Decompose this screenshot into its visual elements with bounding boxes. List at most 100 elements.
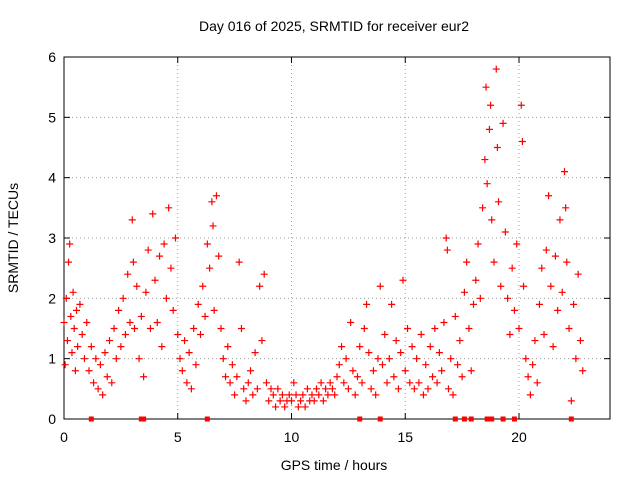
data-point	[347, 318, 355, 326]
data-point	[379, 361, 386, 369]
axis-marker	[377, 416, 383, 422]
data-point	[219, 355, 227, 363]
data-point	[158, 343, 166, 351]
data-point	[315, 391, 323, 399]
data-point	[288, 397, 295, 405]
data-point	[117, 343, 125, 351]
data-point	[281, 403, 289, 411]
data-point	[558, 288, 566, 296]
data-point	[209, 222, 217, 230]
data-point	[365, 349, 373, 357]
data-point	[171, 234, 179, 242]
data-point	[297, 397, 305, 405]
data-point	[144, 246, 152, 254]
data-point	[579, 367, 587, 375]
data-point	[151, 276, 159, 284]
data-point	[119, 294, 127, 302]
data-point	[169, 306, 177, 314]
data-point	[358, 379, 366, 387]
data-point	[556, 216, 564, 224]
data-point	[187, 385, 195, 393]
data-point	[96, 361, 104, 369]
data-point	[360, 325, 368, 332]
data-point	[247, 367, 255, 375]
data-point	[406, 379, 414, 387]
data-point	[369, 367, 377, 375]
data-point	[551, 252, 559, 260]
data-point	[131, 325, 139, 332]
data-point	[481, 156, 489, 164]
data-point	[570, 300, 578, 308]
data-point	[342, 355, 350, 363]
data-point	[501, 228, 509, 236]
data-point	[237, 325, 245, 332]
data-point	[463, 258, 471, 266]
data-points	[60, 65, 587, 411]
data-point	[115, 306, 123, 314]
data-point	[217, 325, 225, 332]
data-point	[68, 349, 76, 357]
data-point	[126, 318, 134, 326]
y-tick-label: 2	[48, 290, 56, 306]
data-point	[522, 355, 530, 363]
data-point	[504, 294, 512, 302]
data-point	[78, 331, 86, 339]
data-point	[508, 264, 516, 272]
data-point	[99, 391, 107, 399]
data-point	[73, 306, 81, 314]
data-point	[94, 385, 102, 393]
data-point	[199, 282, 207, 290]
data-point	[165, 204, 173, 212]
data-point	[110, 325, 118, 332]
data-point	[338, 343, 346, 351]
data-point	[524, 373, 532, 381]
data-point	[429, 373, 437, 381]
data-point	[526, 391, 534, 399]
data-point	[176, 355, 184, 363]
x-tick-label: 15	[397, 429, 413, 445]
axis-marker	[468, 416, 474, 422]
data-point	[344, 385, 352, 393]
x-axis-label: GPS time / hours	[281, 457, 388, 473]
data-point	[135, 355, 143, 363]
data-point	[424, 385, 432, 393]
axis-marker	[461, 416, 467, 422]
x-tick-label: 10	[284, 429, 300, 445]
data-point	[201, 312, 209, 320]
x-tick-label: 20	[511, 429, 527, 445]
data-point	[397, 349, 405, 357]
data-point	[470, 300, 477, 308]
data-point	[394, 385, 402, 393]
data-point	[63, 337, 71, 345]
data-point	[67, 312, 75, 320]
data-point	[349, 367, 357, 375]
data-point	[449, 391, 457, 399]
data-point	[301, 403, 309, 411]
axis-ticks: 0 1 2 3 4 5 6 0 5 10 15 20	[48, 49, 610, 445]
data-point	[190, 325, 198, 332]
axis-marker	[204, 416, 210, 422]
data-point	[438, 367, 446, 375]
data-point	[80, 355, 88, 363]
data-point	[485, 125, 493, 133]
data-point	[529, 361, 537, 369]
data-point	[542, 246, 550, 254]
data-point	[444, 385, 452, 393]
data-point	[92, 355, 100, 363]
data-point	[493, 144, 501, 151]
data-point	[192, 361, 200, 369]
data-point	[431, 325, 439, 332]
data-point	[497, 282, 505, 290]
axis-marker	[452, 416, 458, 422]
data-point	[456, 337, 464, 345]
data-point	[285, 391, 293, 399]
data-point	[422, 361, 430, 369]
data-point	[442, 234, 450, 242]
y-axis-label: SRMTID / TECUs	[5, 183, 21, 293]
data-point	[545, 192, 553, 200]
data-point	[183, 379, 191, 387]
data-point	[533, 379, 541, 387]
data-point	[454, 361, 462, 369]
data-point	[303, 385, 311, 393]
data-point	[129, 258, 137, 266]
